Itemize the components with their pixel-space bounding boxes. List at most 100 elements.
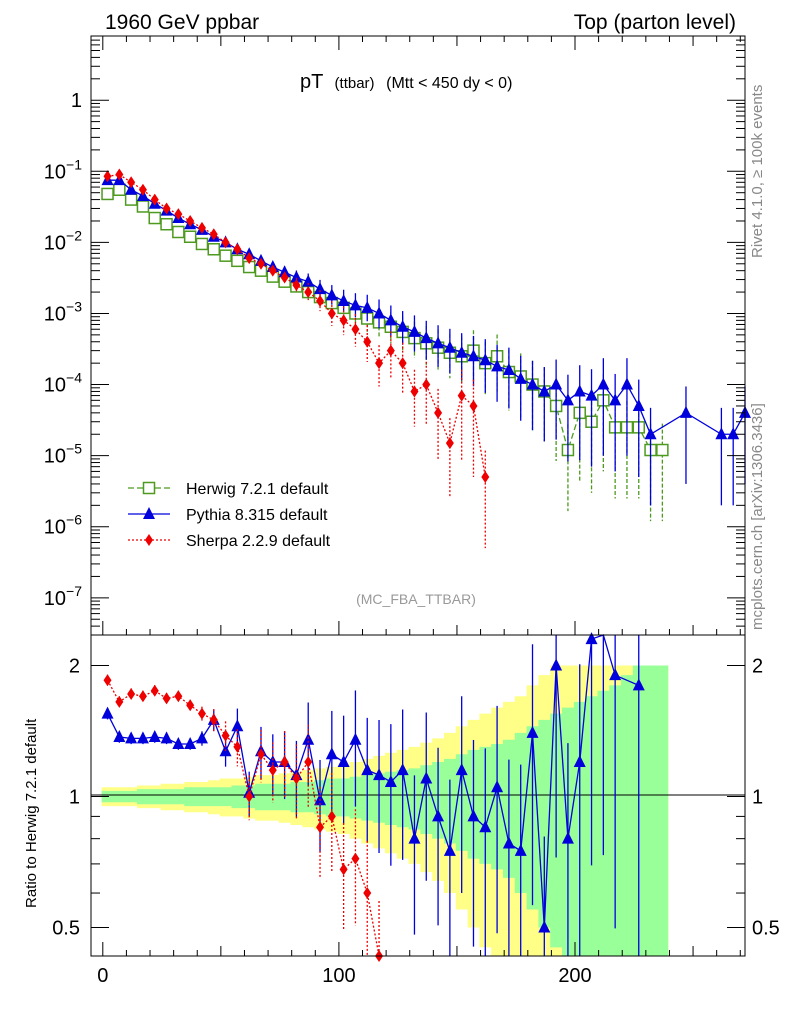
x-tick-label: 0	[97, 965, 108, 987]
ratio-band-inner	[101, 665, 669, 956]
ratio-data-point	[221, 729, 230, 742]
data-point	[644, 427, 657, 440]
series-sherpa	[103, 168, 490, 549]
ratio-data-point	[502, 836, 515, 849]
ratio-data-point	[585, 632, 598, 645]
ratio-data-point	[209, 713, 218, 726]
data-point	[434, 406, 443, 419]
data-point	[113, 183, 126, 196]
ratio-data-point	[197, 707, 206, 720]
ratio-y-tick-label-right: 1	[752, 786, 763, 808]
data-point	[457, 389, 466, 402]
data-point	[514, 371, 527, 384]
data-point	[455, 345, 468, 358]
ratio-data-point	[162, 692, 171, 705]
header-right: Top (parton level)	[574, 11, 736, 34]
ratio-data-point	[561, 831, 574, 844]
data-point	[101, 187, 114, 201]
data-point	[160, 217, 173, 231]
ratio-data-point	[432, 809, 445, 822]
data-point	[209, 228, 218, 241]
ratio-data-point	[408, 831, 421, 844]
y-tick-label: 10−7	[44, 583, 82, 610]
data-point	[290, 270, 303, 283]
legend-marker	[145, 534, 153, 546]
plot-title: pT (ttbar) (Mtt < 450 dy < 0)	[300, 71, 512, 93]
ratio-data-point	[361, 763, 374, 776]
ratio-y-axis-label: Ratio to Herwig 7.2.1 default	[23, 718, 40, 908]
ratio-data-point	[174, 690, 183, 703]
data-point	[445, 437, 454, 450]
legend-label: Sherpa 2.2.9 default	[186, 533, 331, 550]
data-point	[384, 313, 397, 326]
ratio-data-point	[160, 731, 173, 744]
data-point	[195, 237, 209, 251]
data-point	[715, 427, 728, 440]
ratio-y-tick-label-left: 2	[69, 655, 80, 677]
data-point	[410, 385, 419, 398]
title-cut: (Mtt < 450 dy < 0)	[386, 75, 512, 92]
ratio-data-point	[245, 790, 254, 803]
data-point	[467, 349, 480, 362]
ratio-data-point	[384, 774, 397, 787]
ratio-data-point	[514, 843, 527, 856]
ratio-data-point	[172, 737, 185, 750]
ratio-data-point	[467, 809, 480, 822]
ratio-data-point	[363, 887, 372, 900]
ratio-data-point	[280, 756, 289, 769]
data-point	[656, 443, 669, 457]
ratio-data-point	[103, 674, 112, 687]
data-point	[124, 193, 138, 206]
data-point	[632, 398, 645, 411]
data-point	[245, 252, 254, 265]
data-point	[148, 211, 161, 225]
header-left: 1960 GeV ppbar	[105, 11, 259, 34]
data-point	[292, 279, 301, 292]
data-point	[469, 399, 478, 412]
main-plot-panel: 1 10−1 10−2 10−3 10−4 10−5 10−6 10−7 pT (ttbar)…	[44, 35, 751, 636]
ratio-series-sherpa	[103, 674, 384, 962]
ratio-data-point	[302, 732, 315, 745]
data-point	[396, 319, 409, 332]
legend-marker	[143, 507, 155, 519]
ratio-data-point	[292, 772, 301, 785]
ratio-data-point	[150, 684, 159, 697]
data-point	[314, 282, 327, 295]
ratio-data-point	[327, 810, 336, 823]
data-point	[491, 359, 504, 372]
ratio-data-point	[101, 706, 114, 719]
ratio-data-point	[339, 863, 348, 876]
ratio-data-point	[550, 658, 563, 671]
ratio-data-point	[125, 731, 138, 744]
y-tick-label: 1	[71, 90, 82, 112]
legend-label: Herwig 7.2.1 default	[186, 481, 329, 498]
data-point	[597, 377, 610, 390]
data-point	[550, 377, 563, 390]
ratio-data-point	[136, 731, 149, 744]
data-point	[363, 335, 372, 348]
data-point	[361, 300, 374, 313]
legend-item-pythia: Pythia 8.315 default	[128, 507, 328, 524]
data-point	[256, 257, 265, 270]
data-point	[386, 344, 395, 357]
data-point	[327, 307, 336, 320]
ratio-plot-frame	[90, 634, 746, 957]
data-point	[280, 271, 289, 284]
data-point	[219, 249, 232, 262]
ratio-data-point	[233, 740, 242, 753]
series-line-pythia	[107, 179, 746, 436]
data-point	[207, 243, 221, 256]
ratio-data-point	[186, 699, 195, 712]
data-point	[183, 230, 197, 244]
ratio-data-point	[316, 821, 325, 834]
y-tick-label: 10−1	[44, 156, 82, 183]
ratio-data-point	[195, 731, 208, 744]
ratio-data-point	[138, 690, 147, 703]
ratio-data-point	[231, 719, 244, 732]
data-point	[481, 471, 490, 484]
y-tick-label: 10−4	[44, 370, 82, 397]
title-sub: (ttbar)	[335, 75, 375, 92]
data-point	[325, 288, 338, 301]
data-point	[420, 331, 433, 344]
watermark: (MC_FBA_TTBAR)	[356, 591, 476, 607]
